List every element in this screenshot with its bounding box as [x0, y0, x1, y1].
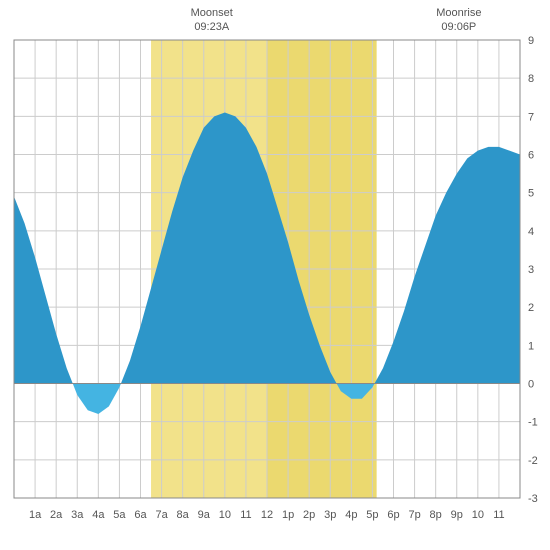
moonset-label: Moonset — [182, 6, 242, 20]
y-tick-label: 7 — [528, 111, 534, 123]
x-tick-label: 2p — [303, 509, 315, 521]
y-tick-label: 2 — [528, 302, 534, 314]
x-tick-label: 6p — [387, 509, 399, 521]
x-tick-label: 5p — [366, 509, 378, 521]
moonrise-time: 09:06P — [429, 20, 489, 34]
x-tick-label: 6a — [134, 509, 147, 521]
y-tick-label: 6 — [528, 150, 534, 162]
x-tick-label: 1p — [282, 509, 294, 521]
x-tick-label: 9p — [451, 509, 463, 521]
y-tick-label: 5 — [528, 188, 534, 200]
x-tick-label: 3a — [71, 509, 84, 521]
x-tick-label: 12 — [261, 509, 273, 521]
x-tick-label: 11 — [493, 509, 504, 521]
y-tick-label: 8 — [528, 73, 534, 85]
x-tick-label: 7a — [155, 509, 168, 521]
y-tick-label: 9 — [528, 35, 534, 47]
y-tick-label: 1 — [528, 340, 534, 352]
x-tick-label: 11 — [240, 509, 251, 521]
moonrise-label: Moonrise — [429, 6, 489, 20]
y-tick-label: -2 — [528, 455, 538, 467]
x-tick-label: 10 — [219, 509, 231, 521]
y-tick-label: -1 — [528, 417, 538, 429]
x-tick-label: 4a — [92, 509, 105, 521]
x-tick-label: 2a — [50, 509, 63, 521]
x-tick-label: 3p — [324, 509, 336, 521]
x-tick-label: 5a — [113, 509, 126, 521]
x-tick-label: 9a — [198, 509, 211, 521]
moonset-annotation: Moonset09:23A — [182, 6, 242, 35]
x-tick-label: 10 — [472, 509, 484, 521]
x-tick-label: 7p — [408, 509, 420, 521]
moonset-time: 09:23A — [182, 20, 242, 34]
y-tick-label: 3 — [528, 264, 534, 276]
x-tick-label: 1a — [29, 509, 42, 521]
x-tick-label: 8p — [430, 509, 442, 521]
x-tick-label: 8a — [177, 509, 190, 521]
x-tick-label: 4p — [345, 509, 357, 521]
tide-chart: -3-2-101234567891a2a3a4a5a6a7a8a9a101112… — [0, 0, 550, 550]
y-tick-label: 4 — [528, 226, 534, 238]
y-tick-label: -3 — [528, 493, 538, 505]
chart-svg: -3-2-101234567891a2a3a4a5a6a7a8a9a101112… — [0, 0, 550, 550]
moonrise-annotation: Moonrise09:06P — [429, 6, 489, 35]
y-tick-label: 0 — [528, 379, 534, 391]
